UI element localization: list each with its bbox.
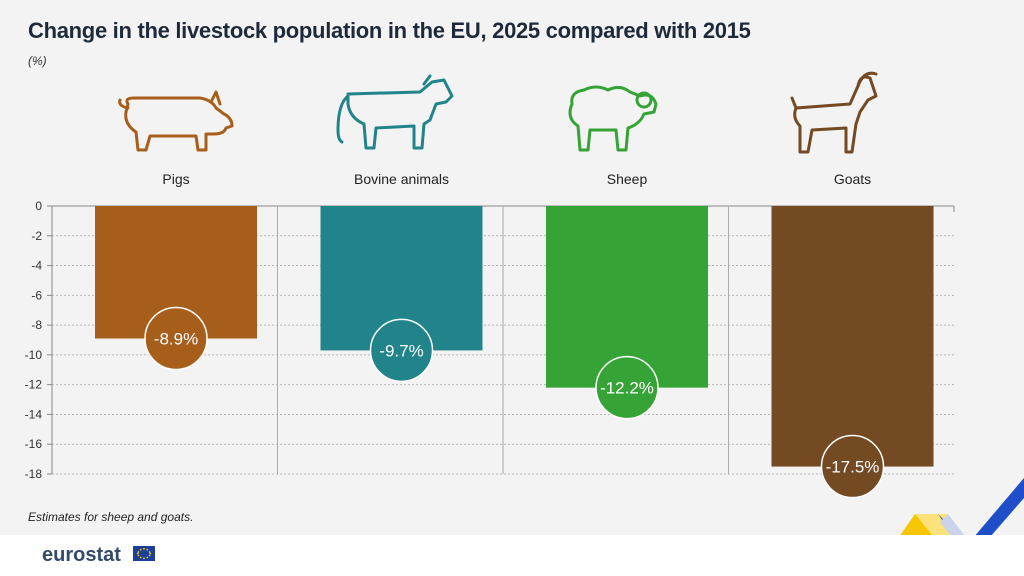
bar-goats	[771, 206, 934, 467]
data-label-bubble	[369, 318, 434, 383]
y-tick-label: -2	[31, 229, 42, 243]
cow-tail	[336, 94, 350, 144]
sheep-horn	[635, 91, 653, 109]
chart-title: Change in the livestock population in th…	[28, 18, 751, 43]
footnote: Estimates for sheep and goats.	[28, 510, 194, 524]
category-label: Bovine animals	[354, 171, 449, 187]
y-tick-label: -4	[31, 259, 42, 273]
goat-horn	[856, 71, 878, 88]
cow-body	[346, 78, 454, 150]
data-label: -17.5%	[826, 458, 880, 477]
y-tick-label: -12	[25, 378, 43, 392]
pig-ear	[210, 90, 222, 106]
data-label-bubble	[820, 434, 885, 499]
category-label: Goats	[834, 171, 871, 187]
y-tick-label: -6	[31, 288, 42, 302]
y-tick-label: -18	[25, 467, 43, 481]
cow-horn	[422, 74, 432, 86]
category-label: Sheep	[607, 171, 648, 187]
data-label-bubble	[595, 355, 659, 420]
data-label: -8.9%	[154, 330, 198, 349]
y-tick-label: -10	[25, 348, 43, 362]
data-label: -9.7%	[379, 341, 423, 360]
y-tick-label: -8	[31, 318, 42, 332]
y-tick-label: 0	[35, 199, 42, 213]
category-label: Pigs	[162, 171, 189, 187]
pig-icon	[118, 90, 234, 152]
pig-tail	[118, 98, 130, 110]
cow-icon	[336, 74, 454, 150]
eu-flag-icon	[133, 546, 155, 561]
eurostat-logo: eurostat	[42, 544, 121, 566]
footer-band	[0, 535, 1024, 576]
goat-icon	[790, 71, 878, 154]
y-tick-label: -16	[25, 437, 43, 451]
y-tick-label: -14	[25, 407, 43, 421]
unit-label: (%)	[28, 54, 47, 68]
sheep-icon	[568, 85, 658, 152]
data-label: -12.2%	[600, 379, 654, 398]
data-label-bubble	[144, 306, 208, 371]
pig-body	[124, 96, 234, 152]
goat-tail	[790, 96, 798, 110]
